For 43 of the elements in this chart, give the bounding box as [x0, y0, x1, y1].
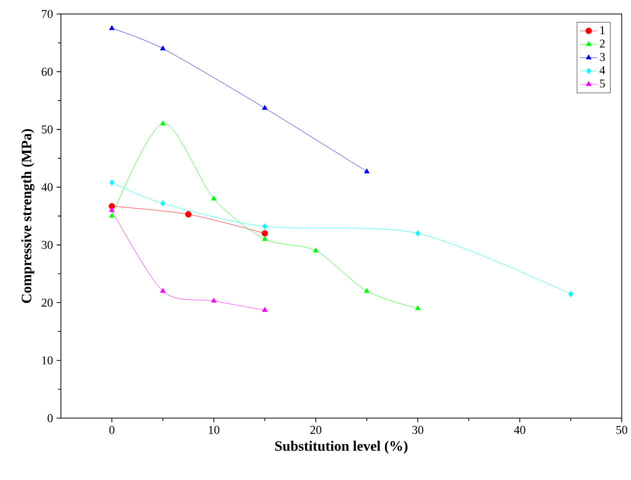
point: [109, 25, 115, 30]
point: [364, 168, 370, 174]
point: [415, 230, 420, 237]
point: [160, 288, 166, 293]
point: [364, 288, 370, 293]
point: [262, 223, 268, 230]
point: [211, 298, 217, 303]
point: [262, 104, 268, 110]
x-tick-label: 10: [208, 426, 220, 434]
legend-label: 2: [600, 40, 605, 48]
point: [160, 45, 166, 50]
y-tick-label: 50: [42, 125, 53, 134]
legend-label: 3: [600, 52, 605, 61]
point: [414, 305, 421, 310]
y-tick-label: 20: [42, 298, 53, 307]
x-tick-label: 0: [109, 426, 114, 434]
point: [211, 196, 217, 200]
y-tick-label: 10: [42, 356, 53, 364]
y-tick-label: 60: [42, 68, 53, 76]
x-tick-label: 20: [310, 426, 322, 434]
y-tick-label: 70: [42, 10, 53, 18]
point: [160, 200, 166, 207]
x-axis-title: Substitution level (%): [275, 440, 408, 454]
point: [109, 179, 114, 186]
point: [313, 248, 319, 252]
legend-label: 5: [600, 80, 605, 88]
legend-label: 1: [600, 26, 605, 34]
y-tick-label: 0: [48, 414, 53, 422]
x-tick-label: 30: [412, 426, 424, 434]
x-tick-label: 50: [616, 426, 628, 434]
y-tick-label: 30: [42, 240, 53, 249]
point: [160, 120, 166, 126]
point: [185, 211, 192, 218]
point: [568, 290, 574, 298]
legend-label: 4: [600, 66, 606, 74]
point: [109, 207, 115, 212]
point: [262, 236, 268, 241]
y-tick-label: 40: [41, 183, 53, 192]
x-tick-label: 40: [514, 426, 526, 434]
point: [262, 306, 268, 312]
point: [109, 212, 115, 218]
point: [262, 230, 268, 237]
y-axis-title: Compressive strength (MPa): [21, 129, 34, 303]
